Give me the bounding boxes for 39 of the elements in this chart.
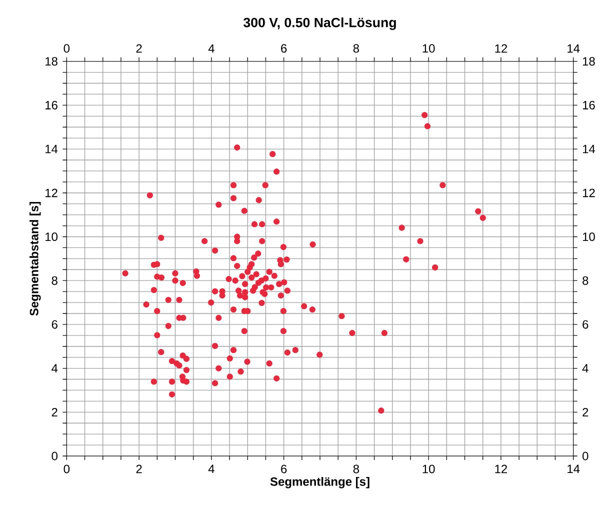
x-tick-label: 12: [495, 44, 508, 53]
y-tick-label: 8: [52, 276, 58, 285]
x-tick-label: 2: [136, 44, 142, 53]
y2-tick-label: 4: [582, 364, 588, 372]
x-tick-label: 14: [568, 44, 580, 53]
y2-tick-label: 16: [582, 100, 595, 110]
x-tick-label: 10: [422, 44, 435, 53]
y-tick-label: 16: [46, 100, 58, 110]
x2-tick-label: 12: [495, 464, 508, 474]
y-tick-label: 12: [46, 188, 58, 198]
x2-tick-label: 4: [208, 464, 214, 473]
y2-tick-label: 18: [582, 57, 595, 66]
y2-tick-label: 10: [582, 232, 595, 241]
y2-tick-label: 2: [582, 408, 588, 416]
y-tick-label: 0: [52, 452, 58, 460]
y-axis-title: Segmentabstand [s]: [30, 202, 41, 316]
y-tick-label: 14: [46, 144, 58, 154]
y2-tick-label: 12: [582, 188, 595, 198]
x-tick-label: 6: [281, 44, 287, 53]
y-tick-label: 4: [52, 364, 58, 372]
x-tick-label: 0: [64, 44, 70, 53]
x2-tick-label: 8: [353, 464, 359, 474]
x2-tick-label: 6: [281, 464, 287, 474]
x2-tick-label: 2: [136, 464, 142, 474]
y-tick-label: 2: [52, 408, 58, 416]
y-tick-label: 18: [46, 57, 58, 66]
y-tick-label: 6: [52, 320, 58, 329]
x2-tick-label: 0: [64, 464, 70, 474]
y2-tick-label: 0: [582, 452, 588, 460]
x-tick-label: 8: [353, 44, 359, 53]
y2-tick-label: 14: [582, 144, 596, 154]
y-tick-label: 10: [46, 232, 58, 241]
x-axis-title: Segmentlänge [s]: [270, 477, 370, 488]
y2-tick-label: 8: [582, 276, 588, 285]
x2-tick-label: 10: [422, 464, 435, 474]
x-tick-label: 4: [208, 44, 214, 53]
y2-tick-label: 6: [582, 320, 588, 329]
x2-tick-label: 14: [568, 464, 580, 473]
chart-title: 300 V, 0.50 NaCl-Lösung: [243, 17, 396, 30]
